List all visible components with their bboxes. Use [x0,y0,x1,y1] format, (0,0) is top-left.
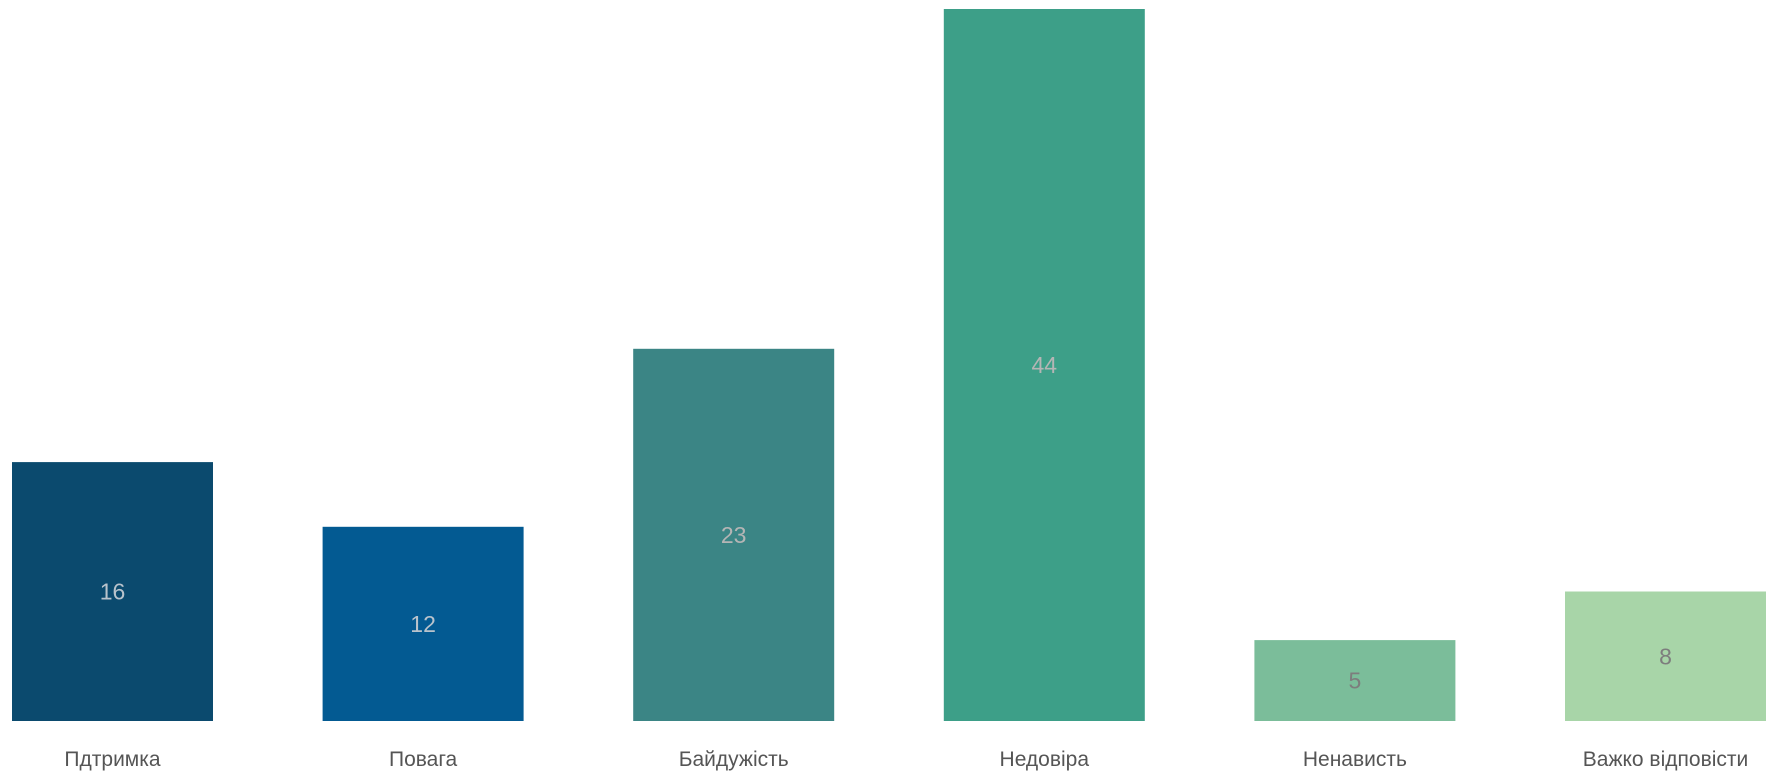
value-label-4: 5 [1349,668,1362,694]
value-labels-group: 16 12 23 44 5 8 [100,352,1672,694]
value-label-2: 23 [721,522,747,548]
bar-1 [322,526,524,721]
bar-2 [633,348,835,721]
bar-5 [1565,591,1766,721]
bar-4 [1254,640,1456,721]
bar-3 [943,9,1145,721]
category-label-3: Недовіра [1000,748,1090,771]
bars-group [12,9,1766,721]
value-label-3: 44 [1032,352,1058,378]
value-label-1: 12 [410,611,436,637]
category-label-0: Пдтримка [64,748,160,771]
category-labels-group: Пдтримка Повага Байдужість Недовіра Ненавист… [64,748,1748,771]
bar-0 [12,462,213,721]
value-label-5: 8 [1659,643,1672,669]
category-label-4: Ненависть [1303,748,1407,771]
category-label-5: Важко відповісти [1583,748,1748,771]
category-label-2: Байдужість [679,748,789,771]
value-label-0: 16 [100,579,126,605]
category-label-1: Повага [389,748,458,771]
